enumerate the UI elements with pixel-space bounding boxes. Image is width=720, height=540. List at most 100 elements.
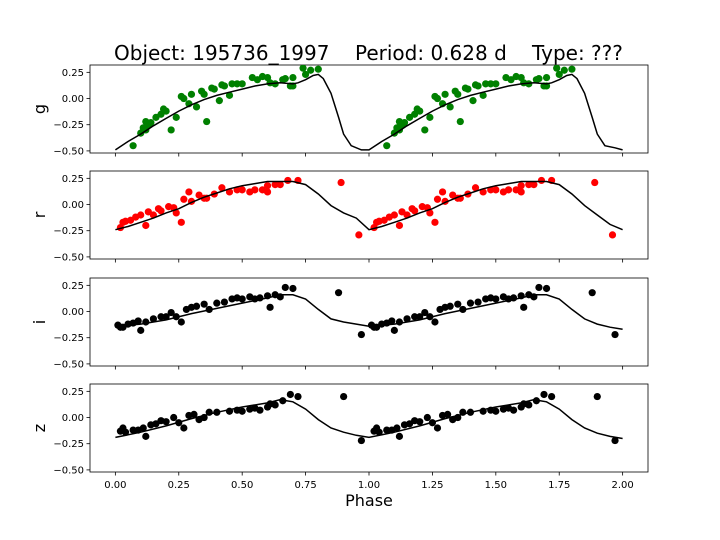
y-axis-label-i: i	[30, 320, 49, 324]
model-curve	[115, 180, 623, 231]
data-point	[416, 107, 424, 115]
data-point	[220, 298, 229, 306]
data-point	[400, 119, 409, 127]
data-point	[162, 313, 170, 321]
data-point	[431, 318, 439, 326]
data-area	[114, 283, 623, 339]
data-point	[530, 181, 538, 189]
y-tick-label: 0.25	[62, 281, 84, 292]
y-tick-label: −0.50	[53, 252, 84, 263]
data-point	[390, 211, 398, 219]
data-point	[180, 94, 188, 103]
data-point	[203, 117, 211, 126]
data-point	[149, 315, 158, 323]
x-tick-label: 1.25	[421, 480, 443, 491]
data-point	[426, 209, 434, 217]
y-tick-label: −0.25	[53, 333, 84, 344]
panel-i: 0.25 0.00 −0.25 −0.50 i	[30, 277, 649, 370]
data-point	[416, 418, 424, 426]
data-point	[553, 65, 561, 72]
data-point	[535, 75, 543, 83]
panels-group: 0.25 0.00 −0.25 −0.50 g 0.25 0.00 −0.25 −0.50 r 0.…	[30, 64, 649, 491]
data-point	[210, 85, 218, 93]
data-point	[137, 211, 145, 219]
data-point	[487, 80, 495, 88]
data-point	[139, 424, 147, 432]
x-tick-label: 2.00	[612, 480, 634, 491]
data-point	[375, 428, 383, 436]
chart-title-period: Period: 0.628 d	[355, 41, 507, 65]
y-tick-label: −0.50	[53, 146, 84, 157]
data-point	[383, 426, 391, 434]
data-point	[337, 178, 345, 187]
y-axis-label-z: z	[30, 424, 49, 432]
data-point	[170, 413, 178, 422]
data-point	[121, 428, 130, 436]
data-point	[307, 66, 315, 74]
panel-z: 0.25 0.00 −0.25 −0.50 0.00 0.25 0.50 0.75 1.00 1.…	[30, 383, 649, 491]
data-point	[540, 390, 548, 399]
y-axis-label-g: g	[30, 104, 49, 114]
data-point	[426, 113, 434, 121]
y-tick-label: 0.25	[62, 68, 84, 79]
chart-title-type: Type: ???	[531, 41, 623, 65]
data-point	[301, 70, 310, 79]
data-point	[537, 176, 546, 185]
data-point	[134, 317, 142, 325]
data-point	[286, 390, 294, 399]
data-point	[464, 85, 472, 93]
data-point	[220, 82, 229, 90]
data-point	[383, 142, 391, 150]
data-point	[433, 195, 442, 203]
data-point	[395, 318, 404, 326]
panel-frame	[89, 277, 649, 367]
data-point	[433, 424, 442, 432]
data-point	[215, 97, 223, 105]
panel-r: 0.25 0.00 −0.25 −0.50 r	[30, 170, 649, 263]
y-tick-label: 0.25	[62, 387, 84, 398]
data-point	[281, 75, 289, 83]
y-axis-label-r: r	[30, 211, 49, 218]
data-point	[474, 298, 482, 306]
x-tick-label: 0.25	[168, 480, 190, 491]
data-point	[355, 231, 363, 239]
data-point	[492, 407, 500, 415]
data-point	[517, 182, 525, 190]
data-point	[444, 410, 452, 418]
data-point	[608, 231, 617, 239]
y-tick-label: 0.00	[62, 94, 84, 105]
data-point	[611, 330, 619, 339]
data-point	[218, 184, 226, 192]
data-point	[340, 392, 348, 401]
y-tick-label: −0.25	[53, 120, 84, 131]
data-point	[471, 184, 480, 192]
data-point	[454, 300, 462, 308]
data-point	[172, 113, 180, 121]
data-point	[591, 178, 599, 187]
x-tick-label: 1.75	[548, 480, 570, 491]
data-point	[504, 186, 513, 194]
model-curve	[115, 294, 623, 331]
x-tick-label: 0.75	[294, 480, 316, 491]
data-point	[129, 426, 137, 434]
panel-frame	[89, 383, 649, 473]
data-point	[147, 119, 155, 127]
data-point	[492, 80, 500, 88]
data-point	[421, 126, 429, 134]
data-point	[180, 424, 188, 432]
data-point	[542, 73, 551, 82]
panel-g: 0.25 0.00 −0.25 −0.50 g	[30, 64, 649, 157]
data-point	[167, 308, 175, 317]
data-point	[281, 283, 289, 292]
data-point	[238, 186, 246, 194]
data-point	[611, 436, 619, 445]
y-tick-label: −0.50	[53, 465, 84, 476]
data-point	[446, 302, 454, 310]
y-tick-label: 0.00	[62, 307, 84, 318]
data-point	[535, 283, 543, 292]
data-point	[441, 90, 449, 98]
data-point	[525, 181, 533, 189]
data-point	[492, 295, 500, 303]
model-curve	[115, 398, 623, 440]
